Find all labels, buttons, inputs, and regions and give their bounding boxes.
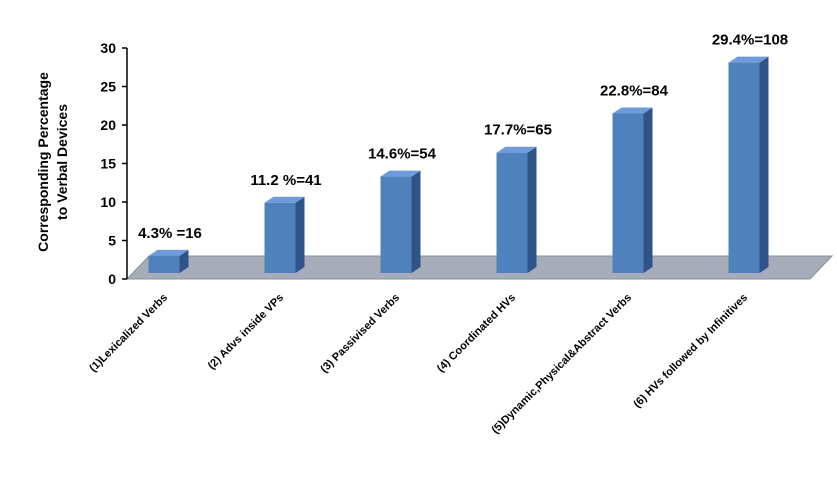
bar-top bbox=[612, 107, 653, 114]
bar-front bbox=[264, 202, 296, 273]
category-label: (6) HVs followed by Infinitives bbox=[631, 292, 750, 411]
bar-front bbox=[148, 255, 180, 273]
y-tick-label: 0 bbox=[108, 271, 116, 287]
bar-top bbox=[264, 196, 305, 203]
bar-top bbox=[380, 170, 421, 177]
bar-side bbox=[527, 146, 537, 273]
bar-side bbox=[643, 107, 653, 273]
y-axis-title-line-1: Corresponding Percentage bbox=[35, 72, 51, 252]
bar-top bbox=[496, 146, 537, 153]
floor-plane bbox=[125, 255, 834, 280]
category-labels: (1)Lexicalized Verbs (2) Advs inside VPs (… bbox=[87, 292, 750, 437]
bar-front bbox=[612, 113, 644, 273]
data-label: 29.4%=108 bbox=[712, 32, 788, 49]
chart-floor bbox=[125, 255, 834, 280]
category-label: (5)Dynamic,Physical&Abstract Verbs bbox=[489, 292, 634, 437]
y-tick-label: 15 bbox=[100, 156, 116, 172]
bar bbox=[612, 107, 653, 273]
y-tick-label: 30 bbox=[100, 40, 116, 56]
data-label: 17.7%=65 bbox=[484, 122, 552, 139]
category-label: (2) Advs inside VPs bbox=[206, 292, 286, 372]
bar bbox=[728, 56, 769, 274]
bar-side bbox=[411, 170, 421, 273]
y-tick-label: 25 bbox=[100, 79, 116, 95]
bar-side bbox=[295, 196, 305, 273]
category-label: (4) Coordinated HVs bbox=[435, 292, 518, 375]
bar bbox=[148, 249, 189, 273]
bar bbox=[380, 170, 421, 273]
bar bbox=[264, 196, 305, 273]
data-label: 22.8%=84 bbox=[600, 82, 669, 99]
y-axis: 0 5 10 15 20 25 30 bbox=[100, 40, 128, 287]
bar bbox=[496, 146, 537, 273]
bar-side bbox=[179, 249, 189, 273]
bar-front bbox=[728, 62, 760, 274]
category-label: (1)Lexicalized Verbs bbox=[87, 292, 170, 375]
y-tick-label: 20 bbox=[100, 117, 116, 133]
bar-front bbox=[496, 152, 528, 273]
data-labels: 4.3% =16 11.2 %=41 14.6%=54 17.7%=65 22.8%=8… bbox=[138, 32, 788, 242]
data-label: 11.2 %=41 bbox=[250, 172, 321, 189]
y-axis-title: Corresponding Percentage to Verbal Devic… bbox=[35, 72, 70, 252]
data-label: 4.3% =16 bbox=[138, 225, 202, 242]
bar-top bbox=[728, 56, 769, 63]
y-axis-title-line-2: to Verbal Devices bbox=[54, 104, 70, 220]
bar-top bbox=[148, 249, 189, 256]
y-tick-label: 10 bbox=[100, 194, 116, 210]
category-label: (3) Passivised Verbs bbox=[318, 292, 402, 376]
data-label: 14.6%=54 bbox=[368, 146, 437, 163]
bars bbox=[148, 56, 769, 274]
bar-side bbox=[759, 56, 769, 274]
y-tick-label: 5 bbox=[108, 233, 116, 249]
bar-front bbox=[380, 176, 412, 273]
